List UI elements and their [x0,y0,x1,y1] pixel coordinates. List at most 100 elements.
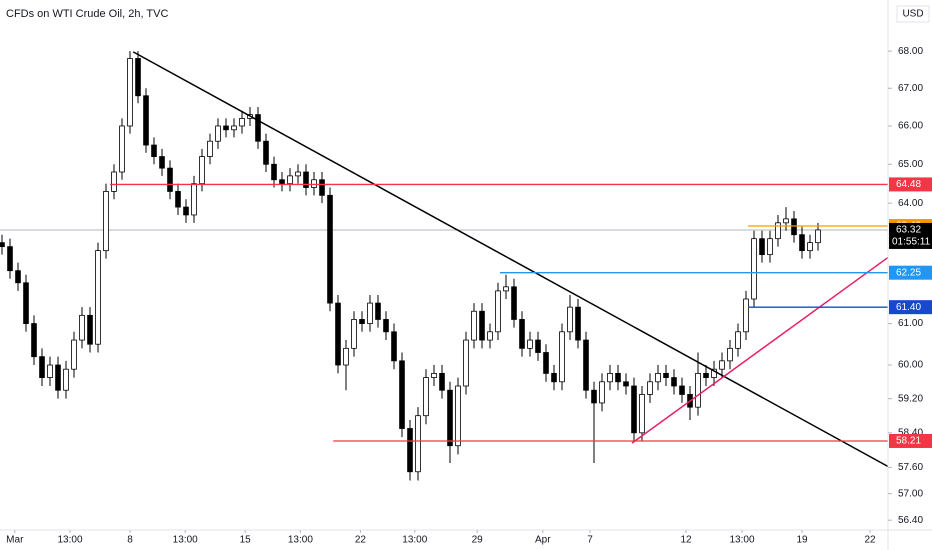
candle-body [151,144,157,157]
candle-body [39,356,45,378]
candle-body [15,270,21,284]
candle-body [287,175,293,185]
candle-body [0,242,5,248]
candle-body [655,372,661,383]
candle-body [631,385,637,434]
candle-body [343,347,349,366]
level-label: 64.48 [896,179,921,190]
candle-body [439,372,445,391]
candle-body [807,242,813,252]
candle-body [135,58,141,97]
candle-body [63,368,69,391]
x-tick-label: 13:00 [288,535,313,546]
candle-body [727,347,733,362]
level-label-box [889,433,932,448]
candle-body [551,372,557,383]
candle-body [423,377,429,417]
x-tick-label: Mar [6,535,24,546]
candle-body [615,372,621,383]
candle-body [207,140,213,157]
candle-body [719,360,725,370]
candle-body [743,298,749,333]
last-price-box [889,222,932,249]
candle-body [111,171,117,192]
candle-body [495,290,501,333]
level-label: 62.25 [896,267,921,278]
candle-body [375,302,381,320]
x-tick-label: 29 [472,535,484,546]
y-tick-label: 57.60 [898,462,923,473]
candle-body [383,319,389,333]
trendline [631,256,889,444]
candle-body [95,250,101,345]
x-tick-label: 13:00 [173,535,198,546]
candle-body [335,302,341,366]
x-tick-label: 12 [680,535,692,546]
chart-title: CFDs on WTI Crude Oil, 2h, TVC [6,8,168,20]
candle-body [663,372,669,378]
candle-body [799,234,805,252]
y-tick-label: 67.00 [898,83,923,94]
candle-body [647,381,653,395]
candle-body [783,218,789,224]
candle-body [103,191,109,252]
candle-body [231,125,237,131]
candle-body [767,238,773,256]
trendline [132,51,889,468]
candle-body [591,389,597,404]
candle-body [199,156,205,185]
level-label: 61.40 [896,302,921,313]
candle-body [559,331,565,383]
y-tick-label: 58.40 [898,427,923,438]
x-tick-label: 19 [796,535,808,546]
candle-body [31,323,37,358]
y-tick-label: 68.00 [898,46,923,57]
candle-body [23,282,29,324]
candle-body [239,117,245,127]
candle-body [679,385,685,395]
x-tick-label: 13:00 [57,535,82,546]
candle-body [751,238,757,300]
y-tick-label: 61.00 [898,318,923,329]
candle-body [191,183,197,216]
candle-body [575,306,581,341]
currency-box[interactable] [896,5,930,23]
candle-body [527,339,533,349]
currency[interactable]: USD [902,9,923,20]
candle-body [271,163,277,181]
candle-body [543,352,549,374]
candle-body [159,156,165,169]
candle-body [319,179,325,196]
candle-body [71,339,77,370]
y-tick-label: 59.20 [898,393,923,404]
candle-body [471,310,477,341]
x-tick-label: 13:00 [402,535,427,546]
candle-body [511,286,517,320]
last-price-label: 63.32 [896,225,921,236]
candle-body [143,95,149,146]
candle-body [215,125,221,142]
candle-body [55,364,61,391]
y-tick-label: 65.00 [898,159,923,170]
candle-body [431,372,437,378]
candle-body [671,377,677,387]
candle-body [359,319,365,324]
x-tick-label: Apr [535,535,551,546]
candle-body [487,331,493,341]
level-label-box [889,177,932,192]
candle-body [479,310,485,341]
candle-body [503,286,509,292]
candle-body [47,364,53,378]
x-tick-label: 15 [240,535,252,546]
candle-body [183,206,189,216]
candle-body [775,222,781,240]
level-label-box [889,300,932,315]
candle-body [255,114,261,142]
candle-body [119,125,125,173]
candle-body [735,331,741,349]
candle-body [327,194,333,304]
candle-body [535,339,541,353]
candle-body [303,171,309,188]
countdown-label: 01:55:11 [892,237,931,248]
